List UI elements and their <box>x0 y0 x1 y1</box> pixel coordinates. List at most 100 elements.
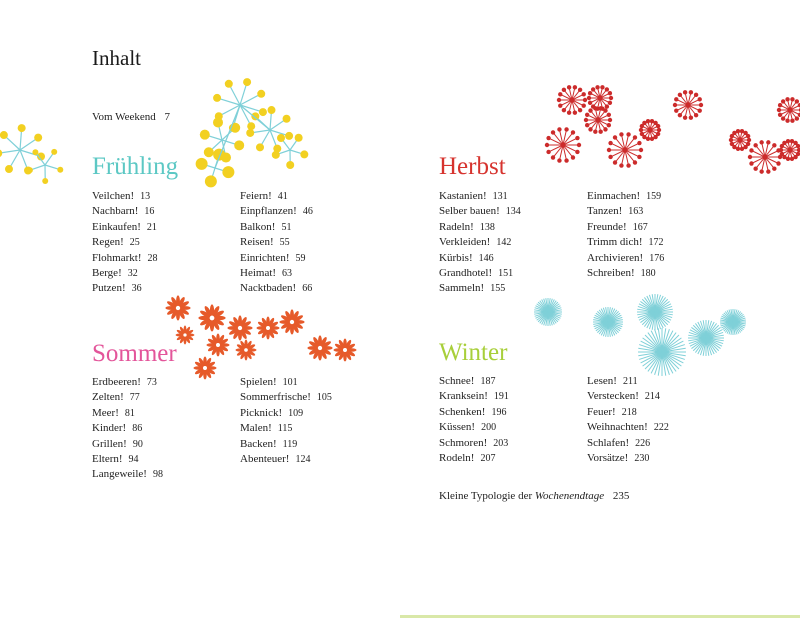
toc-entry-title: Reisen! <box>240 236 274 249</box>
toc-entry[interactable]: Verkleiden! 142 <box>439 235 521 250</box>
toc-entry[interactable]: Küssen! 200 <box>439 420 509 435</box>
toc-entry-page: 63 <box>282 268 293 280</box>
toc-entry[interactable]: Trimm dich! 172 <box>587 235 664 250</box>
toc-entry[interactable]: Nacktbaden! 66 <box>240 281 313 296</box>
toc-entry-page: 109 <box>288 407 304 419</box>
toc-entry[interactable]: Picknick! 109 <box>240 406 332 421</box>
orange-flower-illustration <box>165 295 357 380</box>
toc-entry[interactable]: Rodeln! 207 <box>439 451 509 466</box>
toc-entry-page: 101 <box>282 377 298 388</box>
toc-entry[interactable]: Grillen! 90 <box>92 437 163 452</box>
toc-entry-title: Veilchen! <box>92 190 135 202</box>
toc-entry[interactable]: Nachbarn! 16 <box>92 204 158 219</box>
toc-entry-title: Archivieren! <box>587 251 644 264</box>
toc-entry-title: Nacktbaden! <box>240 282 297 295</box>
toc-entry-title: Regen! <box>92 236 124 249</box>
toc-entry[interactable]: Backen! 119 <box>240 437 332 452</box>
toc-entry-title: Schenken! <box>439 405 486 418</box>
toc-entry[interactable]: Kranksein! 191 <box>439 389 509 404</box>
page-edge-strip <box>400 615 800 618</box>
toc-entry-page: 32 <box>127 268 138 280</box>
toc-entry-page: 222 <box>653 422 669 434</box>
toc-entry[interactable]: Schlafen! 226 <box>587 436 669 451</box>
toc-entry[interactable]: Malen! 115 <box>240 421 332 436</box>
toc-entry[interactable]: Erdbeeren! 73 <box>92 375 163 390</box>
toc-entry[interactable]: Balkon! 51 <box>240 220 313 235</box>
toc-entry[interactable]: Vorsätze! 230 <box>587 451 669 466</box>
toc-entry-page: 25 <box>129 237 140 249</box>
toc-entry-page: 77 <box>129 392 140 404</box>
toc-entry-page: 21 <box>146 221 157 233</box>
toc-entry-title: Kürbis! <box>439 251 473 264</box>
toc-entry[interactable]: Radeln! 138 <box>439 220 521 235</box>
toc-entry-page: 46 <box>302 206 313 218</box>
toc-entry[interactable]: Berge! 32 <box>92 266 158 281</box>
toc-entry[interactable]: Archivieren! 176 <box>587 251 664 266</box>
toc-entry[interactable]: Flohmarkt! 28 <box>92 251 158 266</box>
toc-entry[interactable]: Eltern! 94 <box>92 452 163 467</box>
toc-entry[interactable]: Putzen! 36 <box>92 281 158 296</box>
toc-entry[interactable]: Sammeln! 155 <box>439 281 521 296</box>
heading-fruehling: Frühling <box>92 153 179 180</box>
toc-entry-page: 59 <box>295 252 306 264</box>
toc-entry[interactable]: Freunde! 167 <box>587 220 664 235</box>
herbst-column-2: Einmachen! 159 Tanzen! 163 Freunde! 167 Trimm … <box>587 189 664 281</box>
toc-entry-title: Grillen! <box>92 437 127 450</box>
toc-entry[interactable]: Einrichten! 59 <box>240 251 313 266</box>
toc-entry-page: 155 <box>490 283 506 295</box>
toc-entry-title: Berge! <box>92 267 122 280</box>
heading-sommer: Sommer <box>92 340 177 367</box>
toc-entry[interactable]: Selber bauen! 134 <box>439 204 521 219</box>
toc-entry[interactable]: Kastanien! 131 <box>439 189 521 204</box>
toc-entry-page: 176 <box>649 252 665 264</box>
toc-entry-page: 13 <box>140 191 151 202</box>
toc-entry-page: 81 <box>124 407 135 419</box>
toc-entry[interactable]: Regen! 25 <box>92 235 158 250</box>
toc-entry[interactable]: Abenteuer! 124 <box>240 452 332 467</box>
toc-entry-title: Sommerfrische! <box>240 391 311 404</box>
toc-entry[interactable]: Einpflanzen! 46 <box>240 204 313 219</box>
toc-entry[interactable]: Schmoren! 203 <box>439 436 509 451</box>
toc-entry[interactable]: Heimat! 63 <box>240 266 313 281</box>
toc-entry-page: 28 <box>147 252 158 264</box>
toc-entry[interactable]: Lesen! 211 <box>587 374 669 389</box>
toc-entry-title: Einpflanzen! <box>240 205 297 218</box>
toc-entry-title: Picknick! <box>240 406 283 419</box>
toc-entry[interactable]: Schnee! 187 <box>439 374 509 389</box>
toc-entry-page: 73 <box>146 377 157 388</box>
toc-entry[interactable]: Verstecken! 214 <box>587 389 669 404</box>
toc-entry-title: Kinder! <box>92 422 127 435</box>
toc-entry[interactable]: Einkaufen! 21 <box>92 220 158 235</box>
toc-entry[interactable]: Veilchen! 13 <box>92 189 158 204</box>
toc-entry[interactable]: Reisen! 55 <box>240 235 313 250</box>
toc-entry[interactable]: Grandhotel! 151 <box>439 266 521 281</box>
toc-entry[interactable]: Einmachen! 159 <box>587 189 664 204</box>
toc-entry[interactable]: Kürbis! 146 <box>439 251 521 266</box>
toc-entry-page: 207 <box>480 453 496 465</box>
sommer-column-2: Spielen! 101 Sommerfrische! 105 Picknick! 109… <box>240 375 332 467</box>
toc-entry-page: 119 <box>282 438 298 450</box>
toc-entry[interactable]: Weihnachten! 222 <box>587 420 669 435</box>
toc-entry-page: 191 <box>493 391 509 403</box>
toc-entry[interactable]: Tanzen! 163 <box>587 204 664 219</box>
toc-entry[interactable]: Schreiben! 180 <box>587 266 664 281</box>
toc-entry[interactable]: Feiern! 41 <box>240 189 313 204</box>
toc-entry[interactable]: Zelten! 77 <box>92 390 163 405</box>
toc-entry[interactable]: Sommerfrische! 105 <box>240 390 332 405</box>
winter-column-2: Lesen! 211 Verstecken! 214 Feuer! 218 Weihnach… <box>587 374 669 466</box>
intro-entry[interactable]: Vom Weekend 7 <box>92 111 170 123</box>
toc-entry[interactable]: Kinder! 86 <box>92 421 163 436</box>
toc-entry-title: Verstecken! <box>587 390 639 403</box>
toc-entry-page: 172 <box>648 237 664 249</box>
typology-entry[interactable]: Kleine Typologie der Wochenendtage 235 <box>439 490 629 502</box>
toc-entry-title: Zelten! <box>92 391 124 404</box>
toc-entry-title: Feiern! <box>240 190 272 202</box>
toc-entry[interactable]: Langeweile! 98 <box>92 467 163 482</box>
toc-entry-title: Nachbarn! <box>92 205 139 218</box>
toc-entry[interactable]: Schenken! 196 <box>439 405 509 420</box>
toc-entry[interactable]: Meer! 81 <box>92 406 163 421</box>
fruehling-column-2: Feiern! 41 Einpflanzen! 46 Balkon! 51 Reisen! 5… <box>240 189 313 297</box>
toc-entry-page: 167 <box>632 221 648 233</box>
toc-entry[interactable]: Feuer! 218 <box>587 405 669 420</box>
toc-entry[interactable]: Spielen! 101 <box>240 375 332 390</box>
